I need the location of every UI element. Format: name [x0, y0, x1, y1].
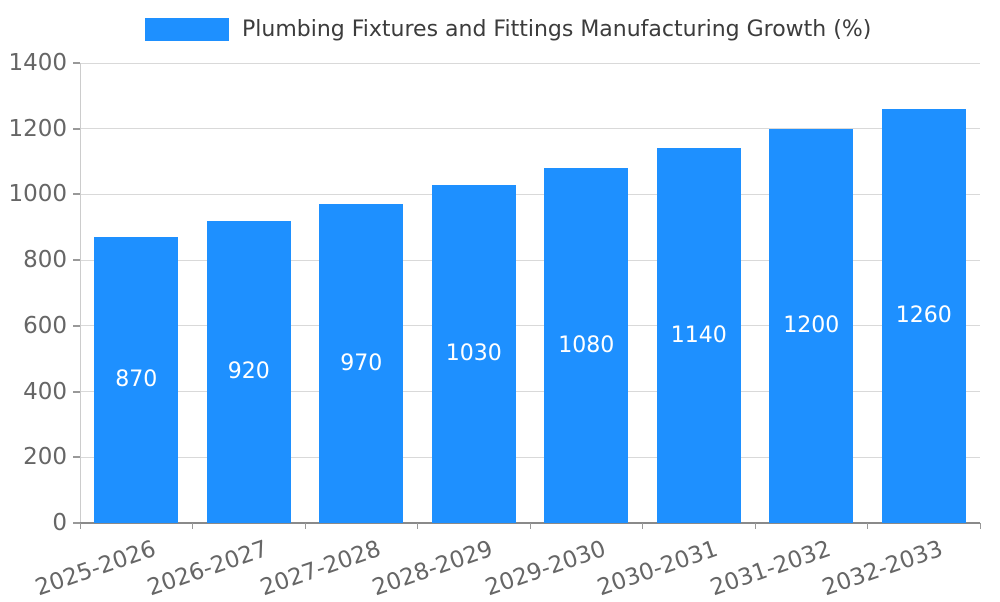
x-axis-tick — [417, 523, 418, 529]
legend-swatch — [145, 18, 229, 41]
y-axis-tick — [73, 324, 80, 327]
y-axis-line — [79, 63, 81, 523]
x-axis-tick — [867, 523, 868, 529]
gridline — [80, 456, 980, 458]
x-axis-tick — [192, 523, 193, 529]
x-axis-tick-label: 2030-2031 — [594, 535, 722, 602]
x-axis-tick-label: 2032-2033 — [819, 535, 947, 602]
chart-legend: Plumbing Fixtures and Fittings Manufactu… — [145, 17, 871, 42]
y-axis-tick-label: 400 — [23, 378, 67, 405]
y-axis-tick — [73, 259, 80, 262]
y-axis-tick — [73, 522, 80, 524]
y-axis-tick — [73, 390, 80, 393]
x-axis-tick-label: 2029-2030 — [482, 535, 610, 602]
bar-value-label: 1030 — [445, 340, 502, 366]
x-axis-tick-label: 2026-2027 — [144, 535, 272, 602]
bar — [656, 148, 741, 523]
gridline — [80, 259, 980, 261]
y-axis-tick — [73, 456, 80, 459]
y-axis-tick-label: 0 — [52, 510, 67, 536]
x-axis-tick — [304, 523, 306, 529]
gridline — [80, 391, 980, 393]
x-axis-tick — [642, 523, 643, 529]
bar-value-label: 1200 — [783, 312, 840, 338]
y-axis-tick — [73, 127, 80, 130]
bar — [431, 184, 516, 523]
bar — [544, 168, 629, 523]
y-axis-tick-label: 1400 — [8, 50, 67, 76]
bar-value-label: 1140 — [670, 322, 727, 348]
bar-value-label: 870 — [115, 367, 158, 393]
bar — [94, 237, 179, 523]
bar — [319, 204, 404, 523]
gridline — [80, 62, 980, 64]
gridline — [80, 325, 980, 327]
gridline — [80, 193, 980, 195]
x-axis-tick — [529, 523, 531, 529]
y-axis-tick-label: 800 — [23, 247, 67, 274]
bar-value-label: 1080 — [558, 332, 615, 358]
x-axis-tick-label: 2028-2029 — [369, 535, 497, 602]
x-axis-tick — [754, 523, 756, 529]
bar-value-label: 970 — [340, 350, 383, 376]
bar — [881, 109, 966, 523]
x-axis-tick-label: 2027-2028 — [257, 535, 385, 602]
bar — [206, 220, 291, 523]
gridline — [80, 128, 980, 130]
x-axis-tick-label: 2025-2026 — [32, 535, 160, 602]
y-axis-tick-label: 1200 — [8, 115, 67, 142]
y-axis-tick-label: 1000 — [8, 181, 67, 208]
chart-title: Plumbing Fixtures and Fittings Manufactu… — [242, 17, 872, 42]
x-axis-tick — [979, 523, 981, 529]
x-axis-tick-label: 2031-2032 — [707, 535, 835, 602]
bar-value-label: 920 — [227, 358, 270, 384]
bar — [769, 128, 854, 523]
y-axis-tick-label: 200 — [23, 444, 67, 471]
bar-value-label: 1260 — [895, 303, 952, 328]
y-axis-tick-label: 600 — [23, 312, 67, 339]
y-axis-tick — [73, 62, 80, 64]
y-axis-tick — [73, 193, 80, 196]
x-axis-tick — [79, 523, 81, 529]
